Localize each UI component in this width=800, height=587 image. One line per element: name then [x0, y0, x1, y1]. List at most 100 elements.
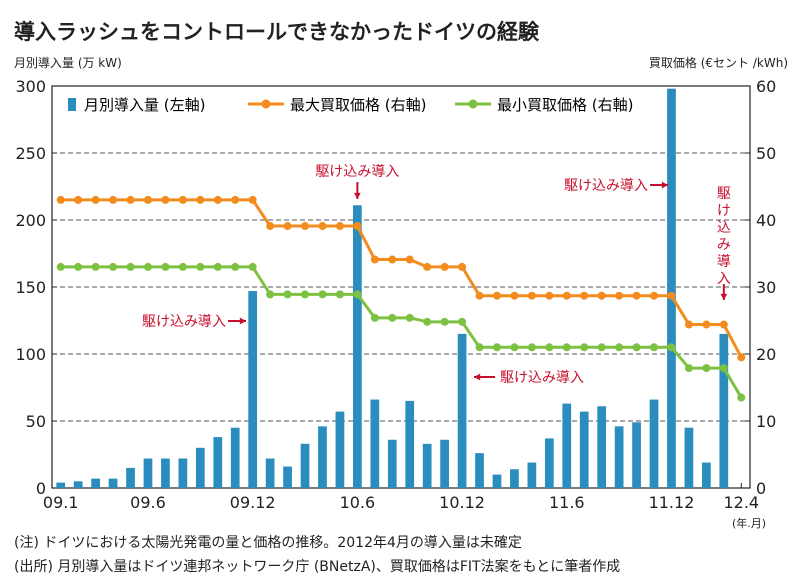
series-line: [60, 265, 743, 399]
bar: [283, 466, 292, 488]
bar: [579, 411, 589, 488]
series-point: [702, 320, 711, 329]
series-point: [283, 222, 292, 231]
series-point: [370, 255, 379, 264]
series-point: [196, 262, 205, 271]
right-axis-unit: 買取価格 (€セント /kWh): [648, 56, 788, 70]
series-point: [74, 195, 83, 204]
y-left-tick-label: 50: [26, 412, 46, 431]
series-point: [143, 195, 152, 204]
x-tick-label: 12.4: [723, 493, 759, 512]
series-point: [527, 291, 536, 300]
series-point: [423, 262, 432, 271]
bar: [440, 439, 449, 488]
x-tick-label: 10.12: [439, 493, 485, 512]
source-line: (出所) 月別導入量はドイツ連邦ネットワーク庁 (BNetzA)、買取価格はFI…: [14, 559, 621, 575]
series-point: [597, 343, 606, 352]
bar: [318, 426, 327, 488]
series-point: [510, 343, 519, 352]
bar: [195, 447, 205, 488]
y-left-tick-label: 150: [15, 278, 46, 297]
series-point: [196, 195, 205, 204]
series-point: [248, 195, 257, 204]
series-point: [650, 291, 659, 300]
series-point: [615, 343, 624, 352]
series-point: [405, 313, 414, 322]
x-tick-label: 09.1: [43, 493, 79, 512]
series-point: [91, 262, 100, 271]
series-point: [615, 291, 624, 300]
series-point: [580, 291, 589, 300]
y-left-tick-label: 0: [36, 479, 46, 498]
bar: [492, 474, 502, 488]
series-point: [423, 317, 432, 326]
series-point: [335, 222, 344, 231]
series-point: [178, 262, 187, 271]
series-point: [702, 364, 711, 373]
bar: [248, 291, 258, 488]
bar: [422, 443, 432, 488]
y-right-tick-label: 10: [756, 412, 776, 431]
series-point: [91, 195, 100, 204]
y-right-tick-label: 40: [756, 211, 776, 230]
series-point: [458, 317, 467, 326]
y-left-tick-label: 100: [15, 345, 46, 364]
series-point: [545, 291, 554, 300]
series-point: [684, 364, 693, 373]
series-point: [475, 343, 484, 352]
bar: [265, 458, 275, 488]
bar: [702, 462, 711, 488]
series-point: [440, 317, 449, 326]
series-point: [684, 320, 693, 329]
series-point: [266, 290, 275, 299]
bar: [56, 482, 66, 488]
annotation-arrowhead: [354, 192, 361, 199]
series-point: [492, 291, 501, 300]
bar: [457, 333, 467, 488]
series-point: [737, 353, 746, 362]
legend-label: 最大買取価格 (右軸): [290, 96, 426, 114]
series-point: [510, 291, 519, 300]
bar: [649, 399, 659, 488]
series-point: [632, 291, 641, 300]
series-point: [248, 262, 257, 271]
annotation-arrowhead: [474, 373, 481, 381]
series-point: [56, 195, 65, 204]
legend-label: 最小買取価格 (右軸): [497, 96, 633, 114]
series-point: [126, 195, 135, 204]
series-point: [545, 343, 554, 352]
series-point: [318, 222, 327, 231]
series-point: [231, 195, 240, 204]
series-point: [719, 320, 728, 329]
y-right-tick-label: 0: [756, 479, 766, 498]
x-tick-label: 09.12: [230, 493, 276, 512]
bar: [353, 205, 362, 488]
series-point: [388, 313, 397, 322]
bar: [108, 478, 118, 488]
series-point: [161, 262, 170, 271]
bar: [405, 400, 415, 488]
bar: [178, 458, 188, 488]
bar: [544, 438, 554, 488]
series-point: [719, 364, 728, 373]
series-point: [440, 262, 449, 271]
x-tick-label: 11.12: [649, 493, 695, 512]
series-point: [475, 291, 484, 300]
series-point: [231, 262, 240, 271]
series-point: [667, 343, 676, 352]
series-point: [405, 255, 414, 264]
annotation-label: 駆け込み導入: [500, 370, 584, 386]
annotation-label: 駆け込み導入: [142, 314, 226, 330]
series-point: [178, 195, 187, 204]
series-point: [126, 262, 135, 271]
series-point: [335, 290, 344, 299]
y-left-tick-label: 250: [15, 144, 46, 163]
annotation-arrowhead: [239, 317, 246, 325]
series-point: [213, 262, 222, 271]
x-tick-label: 09.6: [130, 493, 166, 512]
series-point: [56, 262, 65, 271]
bar: [597, 406, 607, 488]
legend-max-marker: [261, 99, 271, 109]
bar: [667, 88, 676, 489]
